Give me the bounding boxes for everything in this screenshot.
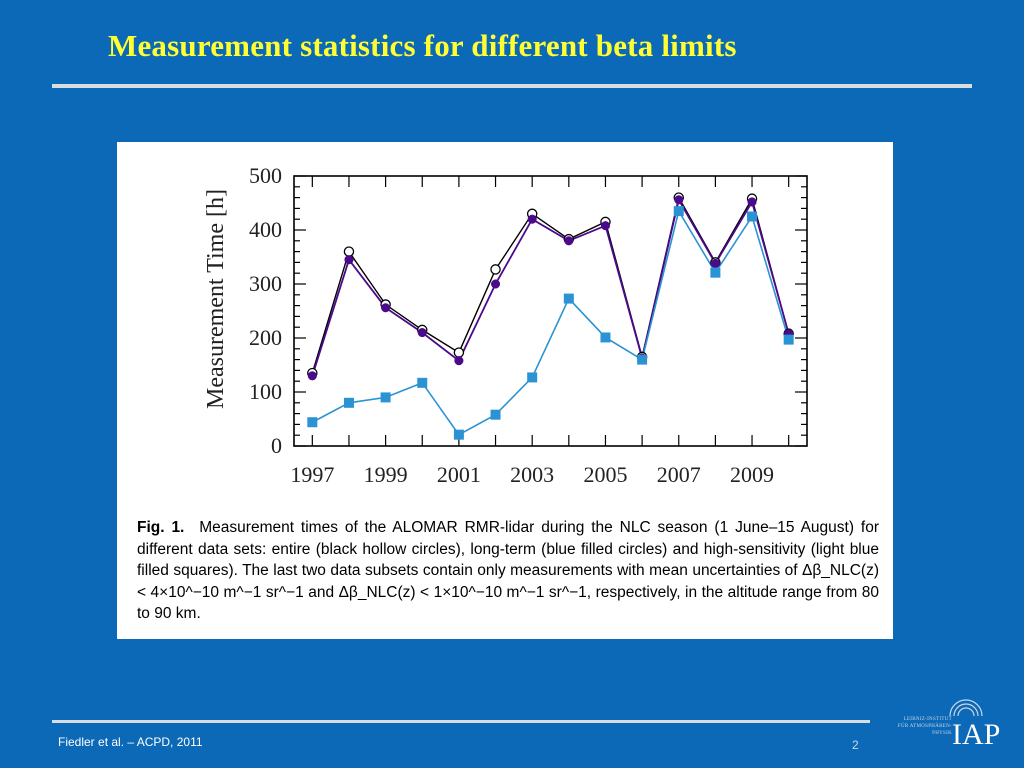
point-high-sensitivity: [710, 267, 721, 278]
point-high-sensitivity: [600, 332, 611, 343]
point-high-sensitivity: [380, 392, 391, 403]
x-tick-label: 1997: [290, 462, 334, 487]
point-long-term: [747, 197, 757, 207]
title-divider: [52, 84, 972, 88]
plot-frame: [293, 175, 808, 447]
x-tick-label: 1999: [364, 462, 408, 487]
figure-caption: Fig. 1. Measurement times of the ALOMAR …: [137, 517, 879, 625]
point-long-term: [381, 303, 391, 313]
footer-citation: Fiedler et al. – ACPD, 2011: [58, 735, 203, 749]
point-long-term: [710, 258, 720, 269]
point-entire: [453, 347, 465, 358]
point-high-sensitivity: [637, 354, 648, 365]
series-line-entire: [311, 195, 790, 374]
point-entire: [490, 264, 501, 275]
x-tick-label: 2009: [730, 462, 774, 487]
x-tick-label: 2003: [510, 462, 554, 487]
series-line-long-term: [311, 197, 790, 377]
x-tick-label: 2001: [437, 462, 481, 487]
point-long-term: [454, 356, 464, 366]
iap-logo: LEIBNIZ-INSTITUT FÜR ATMOSPHÄREN-PHYSIK …: [888, 694, 1008, 756]
point-high-sensitivity: [453, 429, 464, 440]
point-high-sensitivity: [490, 409, 501, 420]
point-entire: [343, 246, 355, 257]
point-long-term: [307, 371, 317, 381]
point-high-sensitivity: [527, 372, 538, 383]
caption-text: Measurement times of the ALOMAR RMR-lida…: [137, 519, 879, 622]
point-long-term: [600, 221, 611, 231]
point-high-sensitivity: [343, 397, 354, 408]
point-long-term: [417, 328, 427, 338]
point-high-sensitivity: [747, 211, 758, 222]
series-line-high-sensitivity: [311, 209, 790, 436]
logo-institute-text: LEIBNIZ-INSTITUT FÜR ATMOSPHÄREN-PHYSIK: [897, 717, 952, 736]
slide-title: Measurement statistics for different bet…: [108, 28, 737, 63]
footer-divider: [52, 720, 870, 723]
x-tick-label: 2007: [657, 462, 701, 487]
point-high-sensitivity: [563, 293, 574, 304]
point-long-term: [564, 236, 574, 246]
figure-panel: 0 100 200 300 400 500 1997 1999 2001 2003 2005 2007…: [117, 142, 893, 639]
point-long-term: [527, 214, 537, 224]
y-axis-label: Measurement Time [h]: [203, 189, 229, 409]
point-high-sensitivity: [307, 417, 318, 428]
point-high-sensitivity: [783, 334, 794, 345]
y-tick-label: 500: [249, 163, 282, 188]
y-tick-label: 400: [249, 217, 282, 242]
y-tick-label: 200: [249, 325, 282, 350]
page-number: 2: [852, 738, 859, 752]
y-tick-label: 100: [249, 379, 282, 404]
point-long-term: [490, 279, 501, 289]
measurement-time-chart: 0 100 200 300 400 500 1997 1999 2001 2003 2005 2007…: [203, 163, 808, 487]
point-high-sensitivity: [417, 377, 428, 388]
logo-iap-mark: IAP: [952, 718, 1001, 751]
point-long-term: [674, 195, 684, 205]
point-high-sensitivity: [673, 206, 684, 217]
x-tick-label: 2005: [583, 462, 627, 487]
point-long-term: [344, 255, 354, 265]
y-tick-label: 300: [249, 271, 282, 296]
logo-arc-icon: [949, 699, 983, 717]
figure-label: Fig. 1.: [137, 519, 185, 536]
y-tick-label: 0: [271, 433, 282, 458]
